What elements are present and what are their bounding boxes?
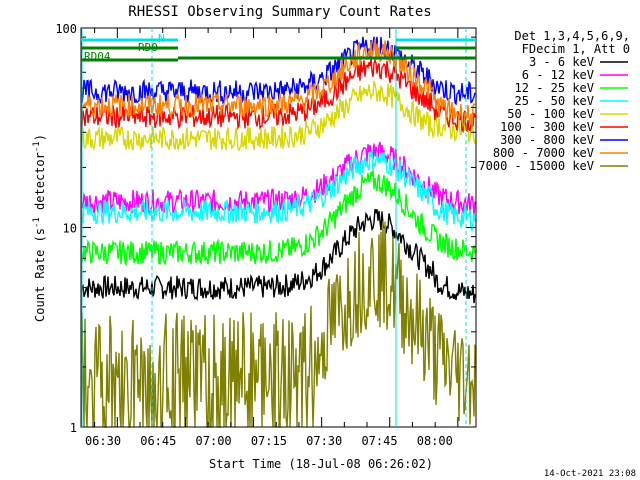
legend: Det 1,3,4,5,6,9, FDecim 1, Att 0 3 - 6 k… [478,29,630,173]
x-tick-label: 06:45 [140,434,176,448]
series-3 [81,149,476,233]
series-line [81,80,476,152]
y-label-sup1: -1 [32,217,42,228]
y-axis-label: Count Rate (s-1 detector-1) [32,134,47,322]
series-line [81,220,476,428]
x-axis-label: Start Time (18-Jul-08 06:26:02) [209,457,433,471]
y-tick-label: 100 [55,22,77,36]
legend-label: 25 - 50 keV [515,94,594,108]
chart-title: RHESSI Observing Summary Count Rates [128,4,431,20]
series-7 [81,38,476,128]
legend-header-2: FDecim 1, Att 0 [522,42,630,56]
annotation-label: RD04 [84,50,111,63]
series-line [81,170,476,267]
y-label-end: ) [33,134,47,141]
legend-header-1: Det 1,3,4,5,6,9, [514,29,630,43]
series-line [81,57,476,134]
x-tick-label: 08:00 [417,434,453,448]
legend-label: 12 - 25 keV [515,81,594,95]
legend-label: 800 - 7000 keV [493,146,594,160]
legend-label: 50 - 100 keV [507,107,594,121]
footer-date: 14-Oct-2021 23:08 [544,469,636,479]
x-tick-label: 06:30 [85,434,121,448]
legend-label: 7000 - 15000 keV [478,159,594,173]
x-tick-label: 07:15 [251,434,287,448]
legend-label: 3 - 6 keV [529,55,594,69]
x-tick-label: 07:45 [361,434,397,448]
y-tick-label: 1 [70,421,77,435]
annotation-label: RD0 [138,41,158,54]
y-label-sup2: -1 [32,141,42,152]
legend-label: 300 - 800 keV [500,133,594,147]
y-label-main: Count Rate (s [33,228,47,322]
x-tick-label: 07:00 [196,434,232,448]
series-2 [81,170,476,267]
series-line [81,149,476,233]
legend-label: 100 - 300 keV [500,120,594,134]
legend-label: 6 - 12 keV [522,68,594,82]
series-8 [81,220,476,428]
y-label-mid: detector [33,152,47,217]
series-0 [81,208,476,304]
y-tick-label: 10 [63,222,77,236]
annotation-label: N [158,32,165,45]
series-line [81,208,476,304]
series-5 [81,57,476,134]
x-tick-label: 07:30 [306,434,342,448]
series-4 [81,80,476,152]
data-layer [81,36,476,428]
axis-layer: 1 10 100 06:30 06:45 07:00 07:15 07:30 07:45 08:0… [55,22,477,448]
series-line [81,38,476,128]
